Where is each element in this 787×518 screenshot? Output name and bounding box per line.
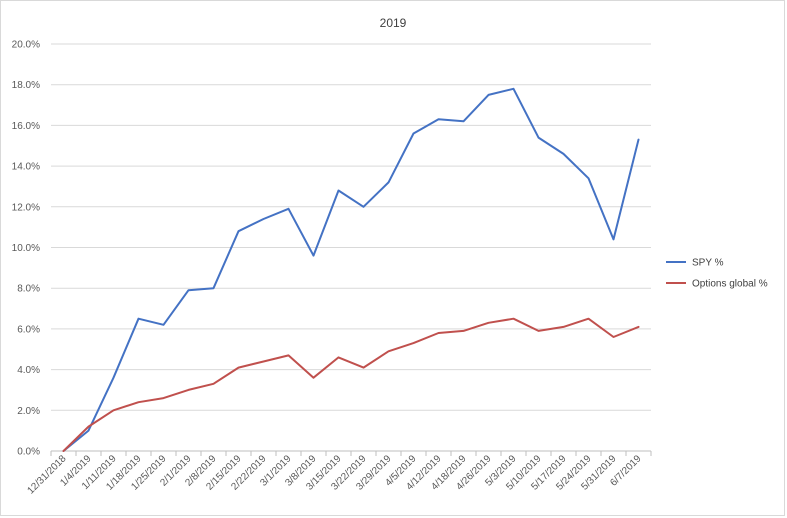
y-tick-label: 6.0% [17, 324, 40, 335]
y-axis: 0.0% 2.0% 4.0% 6.0% 8.0% 10.0% 12.0% 14.0% 16.0%… [12, 40, 40, 458]
x-axis: 12/31/20181/4/20191/11/20191/18/20191/25… [25, 451, 652, 497]
y-tick-label: 14.0% [12, 162, 40, 173]
y-tick-label: 10.0% [12, 243, 40, 254]
legend-label: Options global % [692, 279, 768, 290]
gridlines [51, 43, 651, 452]
legend-label: SPY % [692, 258, 724, 269]
y-tick-label: 0.0% [17, 447, 40, 458]
y-tick-label: 12.0% [12, 202, 40, 213]
y-tick-label: 4.0% [17, 365, 40, 376]
series-line-spy [62, 87, 640, 452]
legend: SPY % Options global % [666, 258, 768, 290]
y-tick-label: 20.0% [12, 40, 40, 51]
y-tick-label: 8.0% [17, 284, 40, 295]
series-line-options-global [62, 317, 640, 452]
chart-title: 2019 [380, 16, 407, 30]
y-tick-label: 2.0% [17, 406, 40, 417]
x-tick-label: 12/31/2018 [25, 453, 68, 496]
series-lines [62, 87, 640, 452]
y-tick-label: 16.0% [12, 121, 40, 132]
y-tick-label: 18.0% [12, 80, 40, 91]
